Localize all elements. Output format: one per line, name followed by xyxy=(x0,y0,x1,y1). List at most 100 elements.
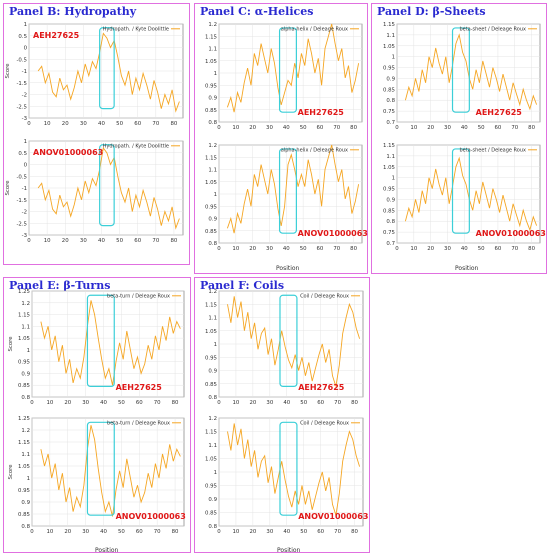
y-tick-label: 1.05 xyxy=(205,180,217,186)
plot-alpha-helix-aeh27625: 0.8 0.85 0.9 0.95 1 1.05 1.1 1.15 1.2 0 10 20 30 40 50… xyxy=(205,22,363,131)
x-tick-label: 20 xyxy=(427,125,434,131)
y-tick-label: 0.85 xyxy=(383,87,395,93)
x-tick-label: 0 xyxy=(27,238,31,244)
y-tick-label: 1.2 xyxy=(208,289,217,295)
y-tick-label: -1 xyxy=(22,186,27,192)
y-tick-label: 1 xyxy=(27,348,30,354)
x-tick-label: 60 xyxy=(495,125,502,131)
x-tick-label: 0 xyxy=(27,121,31,127)
plot-alpha-helix-anov01000063: 0.8 0.85 0.9 0.95 1 1.05 1.1 1.15 1.2 0 10 20 30 40 50… xyxy=(205,143,368,252)
x-tick-label: 30 xyxy=(80,121,87,127)
legend-label: alpha-helix / Deleage Roux xyxy=(281,148,348,154)
x-tick-label: 50 xyxy=(300,529,307,535)
y-tick-label: 0 xyxy=(24,46,28,52)
x-tick-label: 40 xyxy=(461,246,468,252)
y-tick-label: 0 xyxy=(24,163,28,169)
legend-label: beta-sheet / Deleage Roux xyxy=(459,27,526,33)
highlight-box xyxy=(278,148,297,234)
series-line xyxy=(226,144,360,234)
y-tick-label: 1.1 xyxy=(21,452,30,458)
x-tick-label: 80 xyxy=(171,121,178,127)
y-tick-label: 0.85 xyxy=(205,511,217,517)
y-tick-label: 1 xyxy=(392,176,395,182)
plot-frame xyxy=(31,290,185,398)
y-axis-label: Score xyxy=(5,63,11,79)
x-tick-label: 10 xyxy=(44,121,51,127)
x-tick-label: 80 xyxy=(351,529,358,535)
x-tick-label: 20 xyxy=(62,238,69,244)
x-tick-label: 70 xyxy=(334,400,341,406)
y-tick-label: 0.95 xyxy=(205,83,217,89)
x-tick-label: 60 xyxy=(134,121,141,127)
x-tick-label: 30 xyxy=(266,400,273,406)
x-tick-label: 10 xyxy=(46,529,53,535)
y-tick-label: 1 xyxy=(24,139,27,145)
y-tick-label: 1 xyxy=(27,476,30,482)
plot-frame xyxy=(31,417,185,527)
highlight-box xyxy=(99,27,115,110)
y-tick-label: 0.8 xyxy=(208,524,217,530)
x-tick-label: 10 xyxy=(233,529,240,535)
series-line xyxy=(40,425,181,517)
y-tick-label: 1.15 xyxy=(205,155,217,161)
y-tick-label: 1.05 xyxy=(18,336,30,342)
series-line xyxy=(404,33,538,111)
y-tick-label: -2 xyxy=(22,210,27,216)
panel-c-title: Panel C: α-Helices xyxy=(200,5,314,18)
y-tick-label: 0.8 xyxy=(386,219,395,225)
x-tick-label: 80 xyxy=(350,125,357,131)
y-tick-label: -2.5 xyxy=(16,104,27,110)
sequence-label: ANOV01000063 xyxy=(116,512,186,521)
y-tick-label: 1.2 xyxy=(208,416,217,422)
series-line xyxy=(37,32,180,113)
y-tick-label: 0.8 xyxy=(21,395,30,401)
y-tick-label: 1.2 xyxy=(21,428,30,434)
legend-label: Coil / Deleage Roux xyxy=(300,421,349,427)
x-tick-label: 40 xyxy=(283,400,290,406)
y-tick-label: 1.15 xyxy=(205,430,217,436)
x-tick-label: 30 xyxy=(266,246,273,252)
legend-label: beta-turn / Deleage Roux xyxy=(107,294,170,300)
y-tick-label: 0.95 xyxy=(18,360,30,366)
plot-coil-anov01000063: 0.8 0.85 0.9 0.95 1 1.05 1.1 1.15 1.2 0 10 20 30 40 50… xyxy=(205,416,368,535)
sequence-label: AEH27625 xyxy=(116,383,163,392)
xlabel-alpha-helix: Position xyxy=(276,265,300,272)
x-tick-label: 50 xyxy=(116,238,123,244)
plot-beta-turn-aeh27625: 0.8 0.85 0.9 0.95 1 1.05 1.1 1.15 1.2 1.25 0 10 20 30… xyxy=(8,289,185,406)
y-axis-label: Score xyxy=(5,180,11,196)
y-tick-label: 1.15 xyxy=(383,22,395,28)
x-tick-label: 50 xyxy=(478,246,485,252)
panel-d-title: Panel D: β-Sheets xyxy=(377,5,486,18)
y-tick-label: 1.15 xyxy=(205,34,217,40)
xlabel-coil: Position xyxy=(277,547,301,554)
x-tick-label: 50 xyxy=(116,121,123,127)
y-tick-label: 0.85 xyxy=(383,208,395,214)
x-tick-label: 50 xyxy=(118,400,125,406)
x-tick-label: 0 xyxy=(217,246,221,252)
y-tick-label: 1.1 xyxy=(208,47,217,53)
x-tick-label: 80 xyxy=(350,246,357,252)
y-axis-label: Score xyxy=(8,464,14,480)
plot-beta-sheet-aeh27625: 0.7 0.75 0.8 0.85 0.9 0.95 1 1.05 1.1 1.15 0 10 20 30… xyxy=(383,22,541,131)
x-tick-label: 30 xyxy=(444,246,451,252)
y-tick-label: 0.85 xyxy=(205,382,217,388)
y-tick-label: 0.8 xyxy=(208,395,217,401)
x-tick-label: 70 xyxy=(334,529,341,535)
y-tick-label: 0.9 xyxy=(208,217,217,223)
highlight-box xyxy=(279,421,298,516)
series-line xyxy=(227,296,361,387)
y-tick-label: -2.5 xyxy=(16,221,27,227)
x-tick-label: 60 xyxy=(317,529,324,535)
y-tick-label: 0.75 xyxy=(383,109,395,115)
y-tick-label: 1.1 xyxy=(208,316,217,322)
sequence-label: ANOV01000063 xyxy=(298,512,368,521)
xlabel-beta-sheet: Position xyxy=(455,265,479,272)
y-tick-label: 1 xyxy=(214,342,217,348)
y-tick-label: 1 xyxy=(214,470,217,476)
y-tick-label: -2 xyxy=(22,93,27,99)
x-tick-label: 20 xyxy=(249,529,256,535)
y-tick-label: -0.5 xyxy=(16,57,27,63)
x-tick-label: 70 xyxy=(511,246,518,252)
y-tick-label: 1.25 xyxy=(18,416,30,422)
sequence-label: ANOV01000063 xyxy=(298,229,368,238)
